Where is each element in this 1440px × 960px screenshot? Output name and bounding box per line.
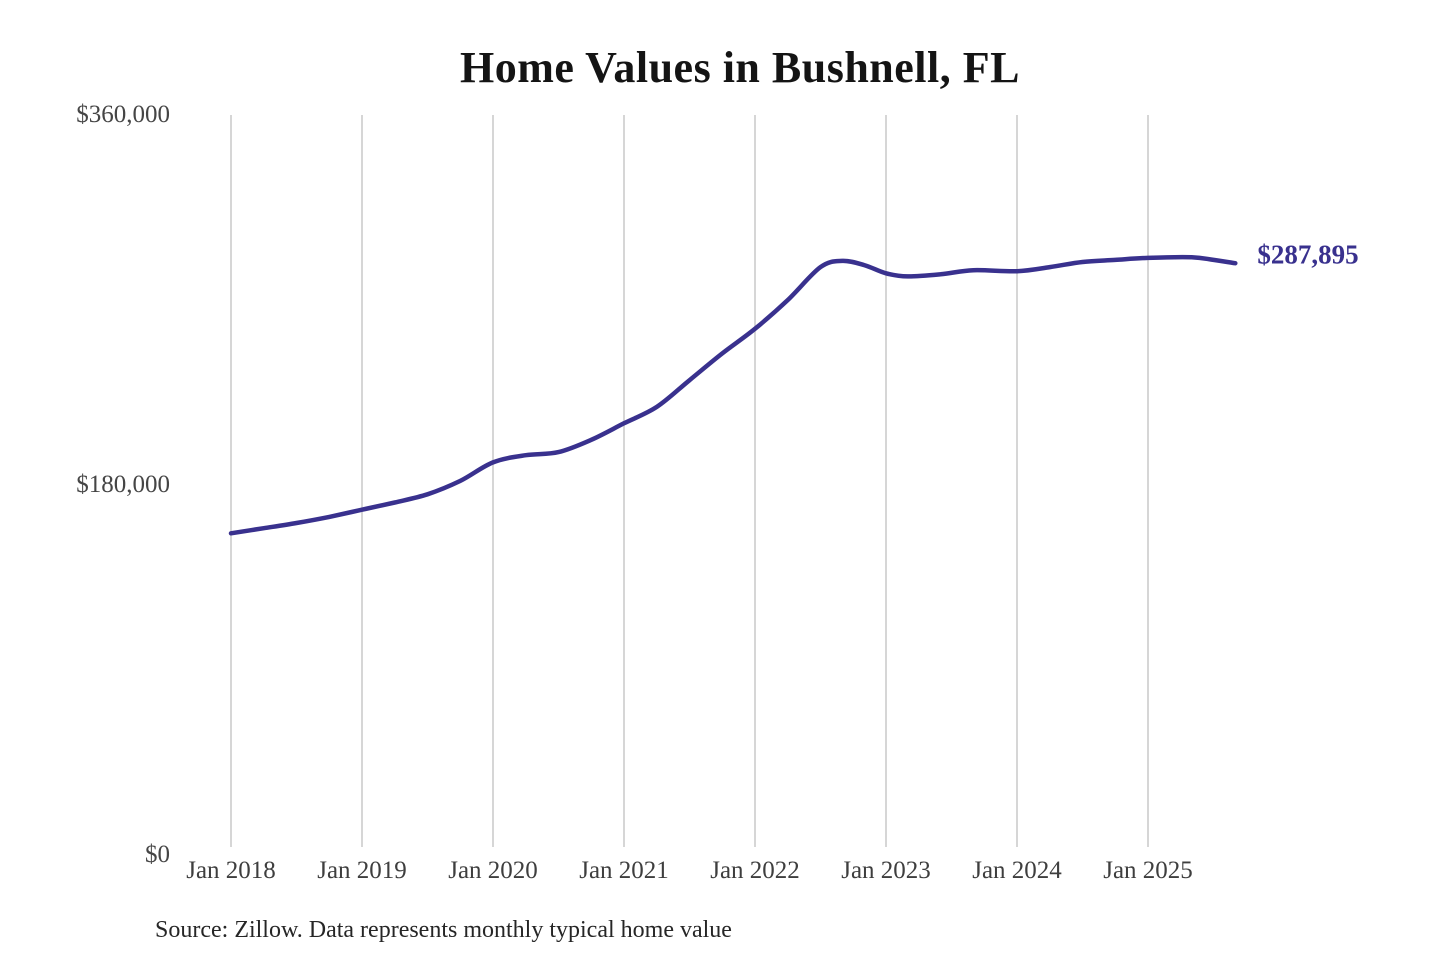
source-note: Source: Zillow. Data represents monthly … <box>155 917 732 943</box>
y-axis-tick-label: $360,000 <box>76 101 170 128</box>
x-axis-tick-label: Jan 2025 <box>1103 857 1193 884</box>
home-value-line-series <box>228 254 1238 536</box>
latest-value-label: $287,895 <box>1257 239 1359 270</box>
x-axis-tick-label: Jan 2021 <box>579 857 669 884</box>
y-axis-tick-label: $0 <box>145 841 170 868</box>
y-axis-tick-label: $180,000 <box>76 471 170 498</box>
x-axis-tick-label: Jan 2024 <box>972 857 1062 884</box>
x-axis-tick-label: Jan 2022 <box>710 857 800 884</box>
x-axis-tick-label: Jan 2023 <box>841 857 931 884</box>
x-axis-tick-label: Jan 2020 <box>448 857 538 884</box>
gridlines-group <box>230 115 1149 847</box>
chart-title: Home Values in Bushnell, FL <box>460 43 1020 92</box>
x-axis-tick-label: Jan 2019 <box>317 857 407 884</box>
x-axis-tick-label: Jan 2018 <box>186 857 276 884</box>
